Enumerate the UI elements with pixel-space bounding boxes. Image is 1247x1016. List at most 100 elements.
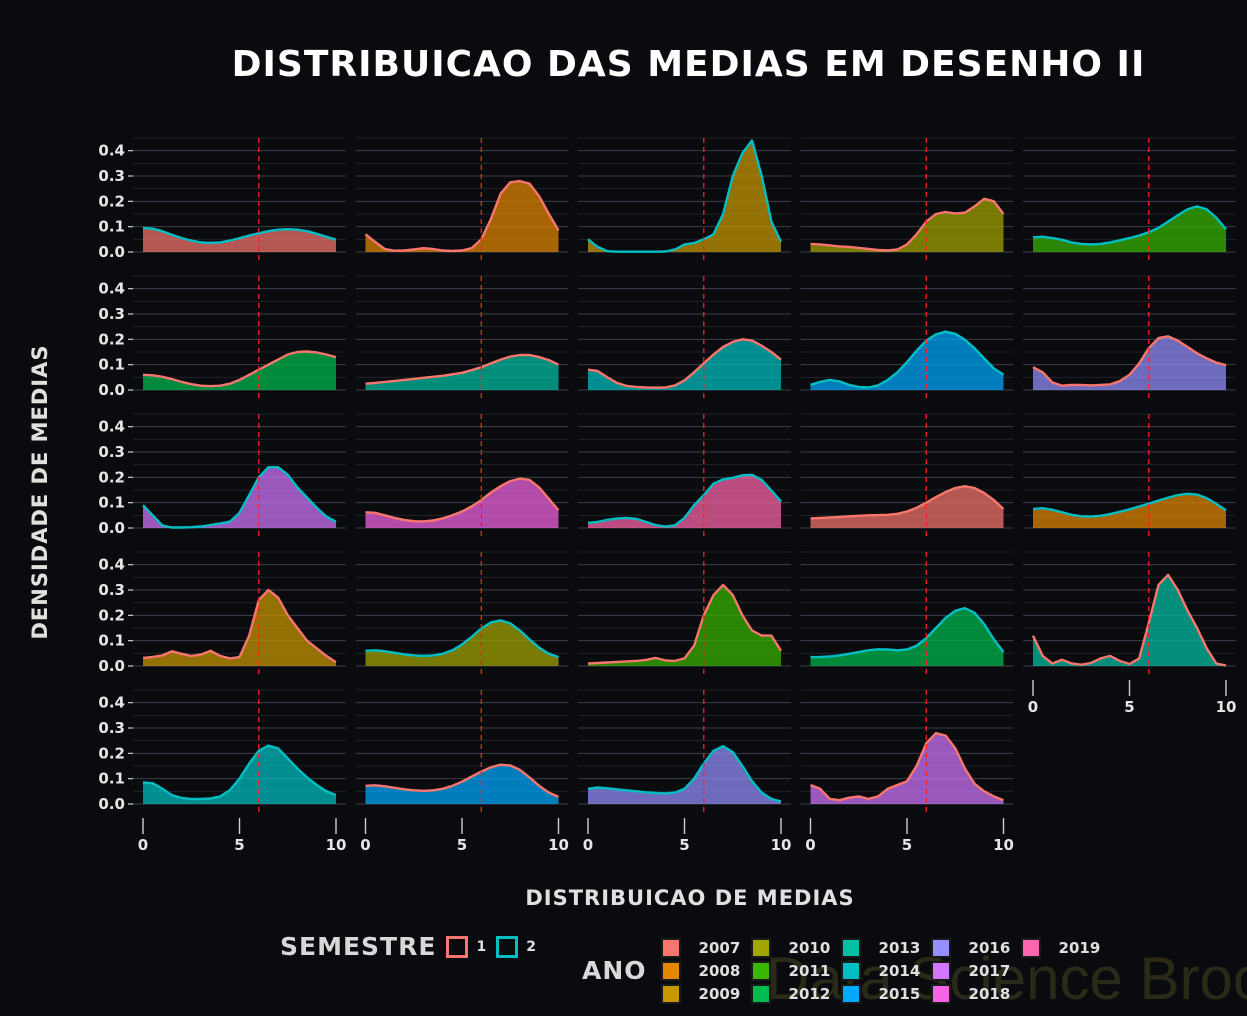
y-tick-label: 0.3 bbox=[98, 443, 125, 461]
density-line bbox=[810, 607, 1005, 659]
density-area bbox=[143, 227, 336, 252]
y-tick-label: 0.1 bbox=[98, 356, 125, 374]
density-area bbox=[810, 198, 1004, 252]
legend-ano-label: 2013 bbox=[878, 938, 921, 957]
x-tick-label: 0 bbox=[805, 836, 815, 854]
legend-ano-swatch bbox=[750, 937, 771, 958]
y-tick-label: 0.3 bbox=[98, 581, 125, 599]
density-line bbox=[364, 179, 560, 253]
legend-ano-label: 2009 bbox=[698, 984, 741, 1003]
density-line bbox=[810, 485, 1005, 520]
legend-semestre-item: 2 bbox=[496, 935, 536, 958]
density-area bbox=[588, 746, 781, 804]
x-tick-label: 5 bbox=[679, 836, 689, 854]
density-area bbox=[588, 474, 781, 528]
density-area bbox=[1033, 574, 1226, 666]
y-tick-label: 0.1 bbox=[98, 632, 125, 650]
x-tick-label: 0 bbox=[583, 836, 593, 854]
x-tick-label: 10 bbox=[993, 836, 1014, 854]
density-area bbox=[365, 181, 559, 252]
x-tick-label: 10 bbox=[1216, 698, 1237, 716]
y-tick-label: 0.4 bbox=[98, 556, 125, 574]
density-line bbox=[587, 583, 783, 665]
density-line bbox=[587, 139, 783, 253]
legend-label-semestre-1: 1 bbox=[476, 938, 487, 955]
legend-ano-label: 2017 bbox=[968, 961, 1011, 980]
x-tick-label: 5 bbox=[1124, 698, 1134, 716]
density-line bbox=[365, 763, 559, 798]
density-area bbox=[588, 339, 781, 390]
y-tick-label: 0.4 bbox=[98, 142, 125, 160]
density-area bbox=[588, 140, 781, 252]
density-area bbox=[143, 467, 336, 528]
y-tick-label: 0.4 bbox=[98, 694, 125, 712]
y-tick-label: 0.0 bbox=[98, 519, 125, 537]
x-tick-label: 5 bbox=[234, 836, 244, 854]
density-area bbox=[143, 590, 336, 666]
legend-ano: ANO 2007 2008 2009 2010 2011 2012 2013 2… bbox=[582, 936, 1111, 1005]
legend-ano-label: 2011 bbox=[788, 961, 831, 980]
legend-ano-swatch bbox=[840, 937, 861, 958]
legend-ano-item: 2018 bbox=[930, 982, 1021, 1005]
legend-ano-grid: 2007 2008 2009 2010 2011 2012 2013 2014 … bbox=[660, 936, 1111, 1005]
y-axis-title: DENSIDADE DE MEDIAS bbox=[28, 344, 52, 640]
legend-ano-swatch bbox=[660, 983, 681, 1004]
density-line bbox=[810, 197, 1005, 252]
density-line bbox=[1032, 492, 1227, 518]
x-axis-title: DISTRIBUICAO DE MEDIAS bbox=[525, 886, 855, 910]
legend-ano-item: 2019 bbox=[1020, 936, 1111, 959]
y-tick-label: 0.1 bbox=[98, 494, 125, 512]
density-line bbox=[365, 353, 560, 385]
density-area bbox=[365, 355, 559, 390]
legend-ano-item: 2016 bbox=[930, 936, 1021, 959]
x-tick-label: 5 bbox=[457, 836, 467, 854]
x-tick-label: 10 bbox=[548, 836, 569, 854]
legend-ano-item: 2013 bbox=[840, 936, 931, 959]
density-area bbox=[143, 351, 336, 390]
legend-ano-swatch bbox=[840, 983, 861, 1004]
y-tick-label: 0.0 bbox=[98, 795, 125, 813]
y-tick-label: 0.3 bbox=[98, 719, 125, 737]
legend-ano-swatch bbox=[840, 960, 861, 981]
density-area bbox=[1033, 493, 1226, 528]
legend-ano-label: 2016 bbox=[968, 938, 1011, 957]
density-area bbox=[365, 478, 559, 528]
density-area bbox=[588, 584, 781, 666]
density-area bbox=[810, 733, 1004, 804]
legend-semestre-title: SEMESTRE bbox=[280, 932, 437, 961]
legend-ano-swatch bbox=[750, 983, 771, 1004]
density-line bbox=[365, 619, 559, 659]
y-tick-label: 0.0 bbox=[98, 657, 125, 675]
density-line bbox=[587, 338, 782, 389]
density-line bbox=[1032, 205, 1227, 246]
density-line bbox=[587, 473, 782, 528]
density-line bbox=[1032, 335, 1227, 387]
x-tick-label: 0 bbox=[1028, 698, 1038, 716]
density-line bbox=[1031, 573, 1227, 667]
legend-ano-label: 2007 bbox=[698, 938, 741, 957]
x-tick-label: 0 bbox=[360, 836, 370, 854]
x-tick-label: 10 bbox=[771, 836, 792, 854]
y-tick-label: 0.4 bbox=[98, 280, 125, 298]
density-line bbox=[365, 477, 560, 523]
legend-ano-swatch bbox=[750, 960, 771, 981]
legend-swatch-semestre-1 bbox=[446, 935, 469, 958]
legend-ano-item: 2012 bbox=[750, 982, 841, 1005]
chart-title: DISTRIBUICAO DAS MEDIAS EM DESENHO II bbox=[231, 44, 1146, 85]
density-area bbox=[810, 331, 1004, 390]
density-line bbox=[142, 588, 337, 664]
legend-ano-swatch bbox=[930, 960, 951, 981]
density-area bbox=[365, 620, 559, 666]
legend-ano-label: 2018 bbox=[968, 984, 1011, 1003]
legend-label-semestre-2: 2 bbox=[526, 938, 536, 955]
y-tick-label: 0.2 bbox=[98, 744, 125, 762]
legend-ano-item: 2015 bbox=[840, 982, 931, 1005]
x-tick-label: 0 bbox=[138, 836, 148, 854]
density-line bbox=[142, 466, 337, 529]
y-tick-label: 0.4 bbox=[98, 418, 125, 436]
y-tick-label: 0.3 bbox=[98, 305, 125, 323]
legend-ano-item: 2007 bbox=[660, 936, 751, 959]
y-tick-label: 0.0 bbox=[98, 381, 125, 399]
density-area bbox=[1033, 206, 1226, 252]
